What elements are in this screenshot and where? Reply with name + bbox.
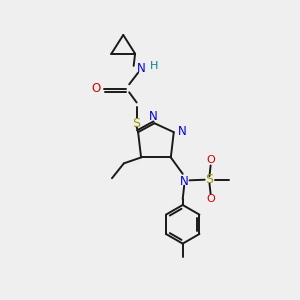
Text: S: S — [206, 173, 213, 186]
Text: S: S — [133, 117, 141, 130]
Text: N: N — [180, 175, 189, 188]
Text: N: N — [178, 125, 187, 138]
Text: O: O — [206, 155, 215, 165]
Text: O: O — [206, 194, 215, 204]
Text: H: H — [149, 61, 158, 71]
Text: N: N — [137, 62, 146, 75]
Text: N: N — [149, 110, 158, 123]
Text: O: O — [92, 82, 101, 95]
